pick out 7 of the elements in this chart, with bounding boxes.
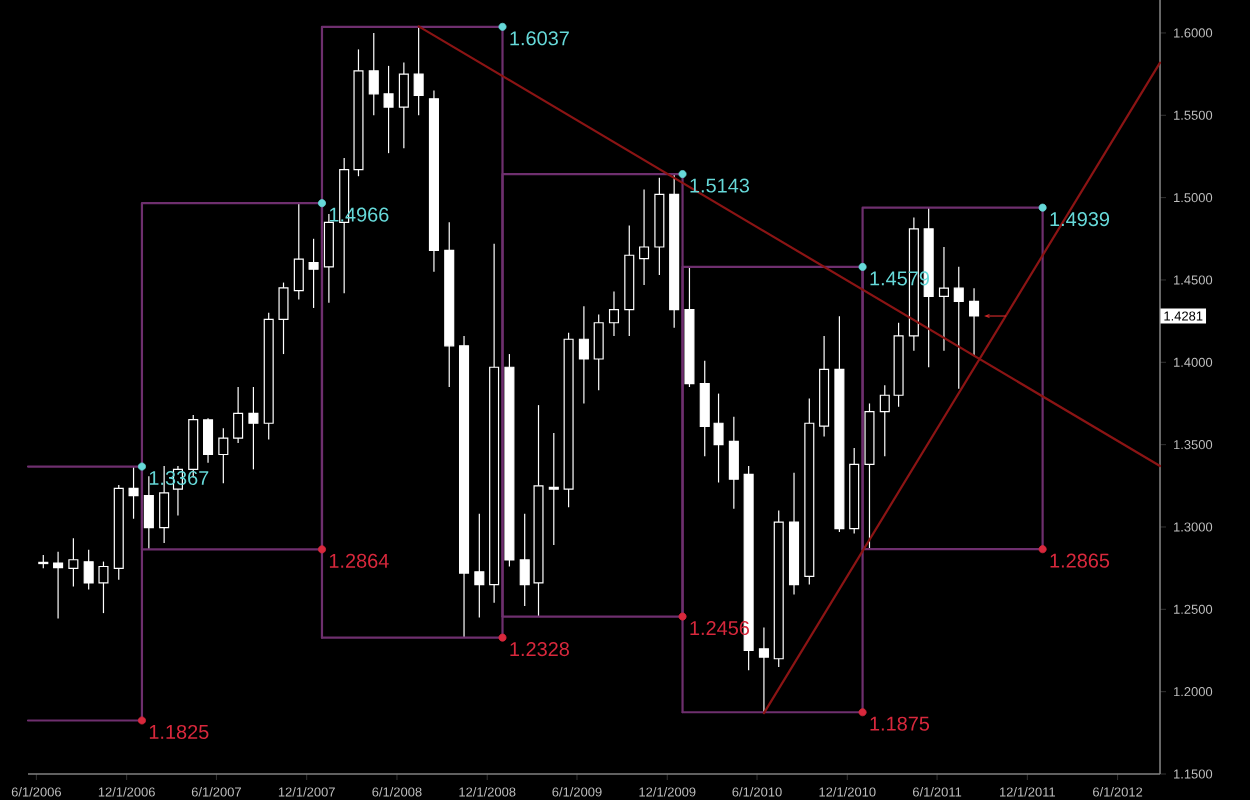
data-label: 1.6037 [510, 31, 569, 46]
data-label: 1.1825 [149, 724, 209, 739]
data-label: 1.2864 [329, 553, 389, 568]
data-label: 1.1875 [870, 716, 930, 731]
data-label: 1.2328 [510, 642, 569, 657]
data-label: 1.5143 [690, 178, 750, 193]
data-label: 1.2865 [1050, 553, 1110, 568]
